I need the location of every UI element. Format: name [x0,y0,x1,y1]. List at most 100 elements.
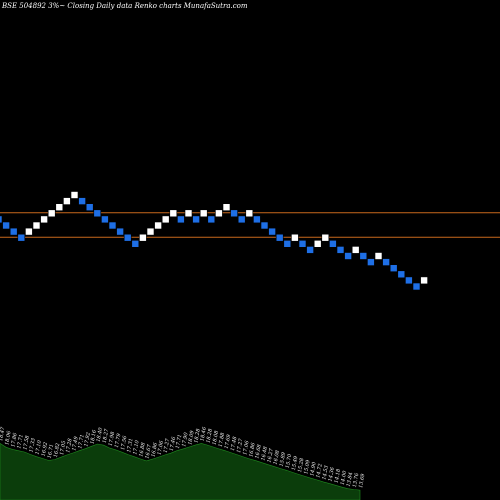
renko-brick-down [382,258,390,266]
renko-brick-up [40,215,48,224]
volume-label: 16.88 [138,442,146,457]
volume-label: 14.36 [328,466,337,482]
renko-brick-up [321,233,330,242]
volume-label: 16.67 [144,443,153,459]
volume-label: 17.33 [29,438,37,453]
volume-label: 17.56 [120,435,129,451]
volume-label: 17.69 [224,433,233,449]
renko-brick-up [351,246,360,254]
renko-brick-down [260,221,269,230]
renko-brick-up [161,215,170,224]
volume-label: 14.00 [340,470,349,486]
volume-label: 17.28 [65,438,73,453]
renko-brick-down [123,233,132,242]
renko-brick-down [101,215,109,224]
renko-brick-down [108,221,117,230]
renko-brick-down [230,209,238,218]
renko-brick-up [70,191,79,199]
volume-label: 18.47 [0,426,7,442]
renko-brick-down [116,227,124,236]
renko-brick-down [0,215,3,224]
renko-brick-down [253,215,261,224]
renko-brick-down [283,240,292,248]
volume-label: 18.28 [206,428,214,443]
volume-area [0,442,361,500]
chart-title: BSE 504892 3%~ Closing Daily data Renko … [2,2,248,10]
volume-label: 17.46 [169,436,178,452]
volume-label: 16.08 [273,450,281,465]
renko-brick-down [268,227,276,236]
volume-label: 13.69 [358,473,367,489]
volume-label: 17.86 [10,432,19,448]
renko-brick-up [146,227,155,236]
renko-brick-down [17,233,26,242]
renko-brick-up [222,203,231,211]
renko-brick-up [47,209,56,218]
volume-label: 18.06 [4,430,13,446]
volume-label: 17.10 [35,439,44,455]
volume-label: 18.27 [102,428,111,444]
volume-label: 16.86 [248,442,257,458]
volume-label: 18.40 [96,426,105,442]
volume-label: 17.88 [218,432,226,447]
renko-brick-up [245,209,254,218]
volume-label: 15.28 [297,458,305,473]
renko-brick-up [169,209,178,218]
volume-label: 13.84 [346,472,354,487]
renko-brick-up [55,203,64,211]
volume-label: 16.27 [267,447,276,463]
renko-brick-up [32,221,41,230]
renko-brick-up [154,221,162,230]
volume-label: 18.09 [187,429,196,445]
renko-brick-down [298,240,307,248]
volume-label: 17.27 [236,437,245,453]
volume-label: 13.76 [352,472,361,488]
volume-label: 14.90 [309,461,318,477]
renko-brick-up [420,276,428,285]
renko-brick-up [291,233,299,242]
volume-label: 18.46 [199,426,208,442]
volume-label: 17.31 [126,438,134,453]
volume-label: 18.16 [90,429,99,445]
volume-label: 17.71 [16,434,24,449]
renko-brick-up [63,197,71,205]
volume-label: 16.86 [151,442,160,458]
volume-label: 17.48 [230,436,238,451]
renko-brick-up [215,209,223,218]
renko-brick-down [237,215,246,224]
volume-label: 17.27 [163,437,172,453]
renko-brick-up [313,240,322,248]
renko-brick-down [367,258,375,266]
volume-label: 16.92 [41,442,49,457]
volume-label: 17.79 [114,432,123,448]
renko-brick-down [329,240,337,248]
volume-label: 17.05 [59,440,67,455]
volume-label: 17.06 [157,440,166,456]
renko-brick-down [306,246,314,254]
renko-brick-down [93,209,102,218]
renko-brick-down [131,240,140,248]
volume-label: 14.53 [321,465,329,480]
volume-label: 17.90 [181,431,190,447]
renko-brick-down [78,197,86,205]
volume-label: 16.48 [260,446,268,461]
volume-label: 15.89 [279,451,288,467]
volume-label: 17.71 [175,434,183,449]
renko-brick-up [374,252,383,260]
volume-label: 17.98 [108,431,116,446]
volume-label: 17.49 [71,435,80,451]
volume-label: 14.72 [315,463,323,478]
volume-label: 17.06 [242,440,251,456]
renko-brick-down [207,215,216,224]
volume-label: 14.18 [334,468,342,483]
renko-brick-down [344,252,352,260]
renko-brick-down [192,215,200,224]
volume-label: 16.71 [47,444,55,459]
renko-brick-down [275,233,284,242]
renko-brick-up [25,227,33,236]
renko-brick-down [85,203,94,211]
renko-brick-up [199,209,208,218]
renko-brick-down [359,252,368,260]
renko-brick-down [336,246,345,254]
